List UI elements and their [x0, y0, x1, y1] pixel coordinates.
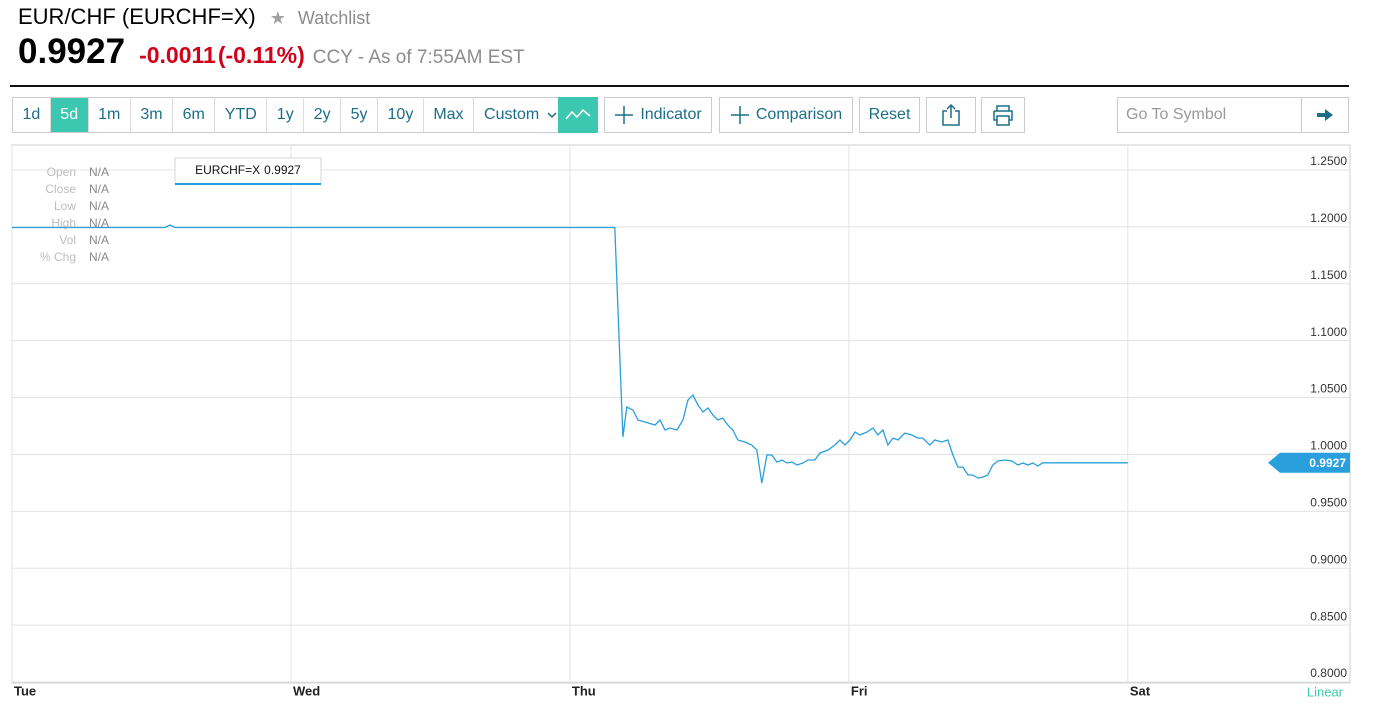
info-value: N/A [89, 182, 109, 196]
plus-icon [615, 106, 634, 124]
y-tick-label: 1.0000 [1310, 439, 1347, 453]
change: -0.0011 [139, 42, 216, 68]
range-button[interactable]: Max [422, 98, 473, 132]
y-tick-label: 1.0500 [1310, 382, 1347, 396]
info-value: N/A [89, 250, 109, 264]
y-tick-label: 1.1000 [1310, 325, 1347, 339]
last-price-tag [1268, 452, 1350, 473]
legend-box [174, 157, 322, 185]
x-tick-label: Wed [293, 683, 320, 698]
arrow-icon [1317, 109, 1333, 121]
print-icon [993, 105, 1013, 126]
indicator-text: Indicator [640, 106, 702, 123]
x-tick-label: Thu [572, 683, 596, 698]
symbol-input[interactable]: Go To Symbol [1126, 106, 1227, 123]
y-tick-label: 0.8000 [1310, 666, 1347, 680]
x-tick-label: Sat [1130, 683, 1151, 698]
range-button[interactable]: 5y [340, 98, 377, 132]
grid-layer: 0.8000 0.8500 0.9000 0.9500 1.0000 1.0500 1.10… [11, 145, 1350, 698]
symbol-search: Go To Symbol [1117, 97, 1349, 133]
range-button[interactable]: 1y [266, 98, 303, 132]
y-tick-label: 0.9000 [1310, 552, 1347, 566]
info-value: N/A [89, 216, 109, 230]
quote-meta: CCY - As of 7:55AM EST [312, 47, 525, 68]
legend-entry: EURCHF=X 0.9927 [195, 163, 301, 177]
range-button[interactable]: 6m [172, 98, 214, 132]
custom-range-button[interactable]: Custom [473, 98, 569, 132]
indicator-button[interactable]: Indicator [604, 97, 712, 133]
change-percent: (-0.11%) [217, 42, 305, 68]
range-button[interactable]: 5d [49, 98, 88, 132]
range-button[interactable]: YTD [214, 98, 266, 132]
go-button[interactable] [1301, 98, 1348, 132]
price-line [12, 224, 1128, 484]
price-row: 0.9927 -0.0011(-0.11%) CCY - As of 7:55AM … [18, 32, 525, 72]
header-rule [10, 85, 1349, 87]
chart-frame [11, 144, 1351, 684]
range-button[interactable]: 1d [22, 106, 41, 123]
y-tick-label: 1.2000 [1310, 211, 1347, 225]
price: 0.9927 [18, 32, 126, 71]
comparison-button[interactable]: Comparison [719, 97, 853, 133]
star-icon[interactable]: ★ [269, 8, 286, 28]
data-layer [12, 224, 1128, 484]
y-tick-label: 0.9500 [1310, 496, 1347, 510]
indicator-label: Indicator [605, 98, 711, 132]
legend-series-name: EURCHF=X [195, 163, 260, 177]
range-button[interactable]: 2y [303, 98, 340, 132]
last-price-label: 0.9927 [1309, 456, 1346, 470]
comparison-label: Comparison [720, 98, 852, 132]
legend-value: 0.9927 [264, 163, 301, 177]
info-value: N/A [89, 165, 109, 179]
y-tick-label: 1.2500 [1310, 154, 1347, 168]
range-selector: 1d 5d 1m 3m 6m YTD 1y 2y 5y 10y Max Custom [12, 97, 571, 133]
info-label: Low [54, 199, 76, 213]
info-label: High [51, 216, 76, 230]
info-label: Close [45, 182, 76, 196]
share-button[interactable] [926, 97, 976, 133]
info-label: Vol [59, 233, 76, 247]
print-label [982, 98, 1024, 132]
range-button[interactable]: 10y [377, 98, 423, 132]
info-value: N/A [89, 233, 109, 247]
chart-type-button[interactable] [558, 97, 598, 133]
reset-button[interactable]: Reset [859, 97, 920, 133]
symbol-title: EUR/CHF (EURCHF=X) [18, 4, 256, 29]
share-icon [942, 103, 960, 126]
custom-text: Custom [484, 106, 540, 123]
info-label: % Chg [40, 250, 76, 264]
comparison-text: Comparison [755, 106, 843, 123]
share-label [927, 98, 975, 132]
plus-icon [730, 106, 749, 124]
print-button[interactable] [981, 97, 1025, 133]
range-button[interactable]: 3m [129, 98, 172, 132]
overlay-layer: 0.9927 EURCHF=X 0.9927 Open N/A Close N/A Low N/… [40, 157, 1350, 699]
range-button[interactable]: 1m [87, 98, 130, 132]
chevron-icon [547, 112, 557, 119]
y-tick-label: 0.8500 [1310, 609, 1347, 623]
watchlist-link[interactable]: Watchlist [297, 8, 371, 28]
title-row: EUR/CHF (EURCHF=X) ★ Watchlist [18, 4, 370, 30]
x-tick-label: Tue [14, 683, 36, 698]
scale-toggle[interactable]: Linear [1307, 684, 1344, 699]
y-tick-label: 1.1500 [1310, 268, 1347, 282]
x-tick-label: Fri [851, 683, 868, 698]
info-value: N/A [89, 199, 109, 213]
reset-text: Reset [868, 106, 911, 123]
chart-type-icon [565, 108, 591, 120]
info-label: Open [47, 165, 76, 179]
